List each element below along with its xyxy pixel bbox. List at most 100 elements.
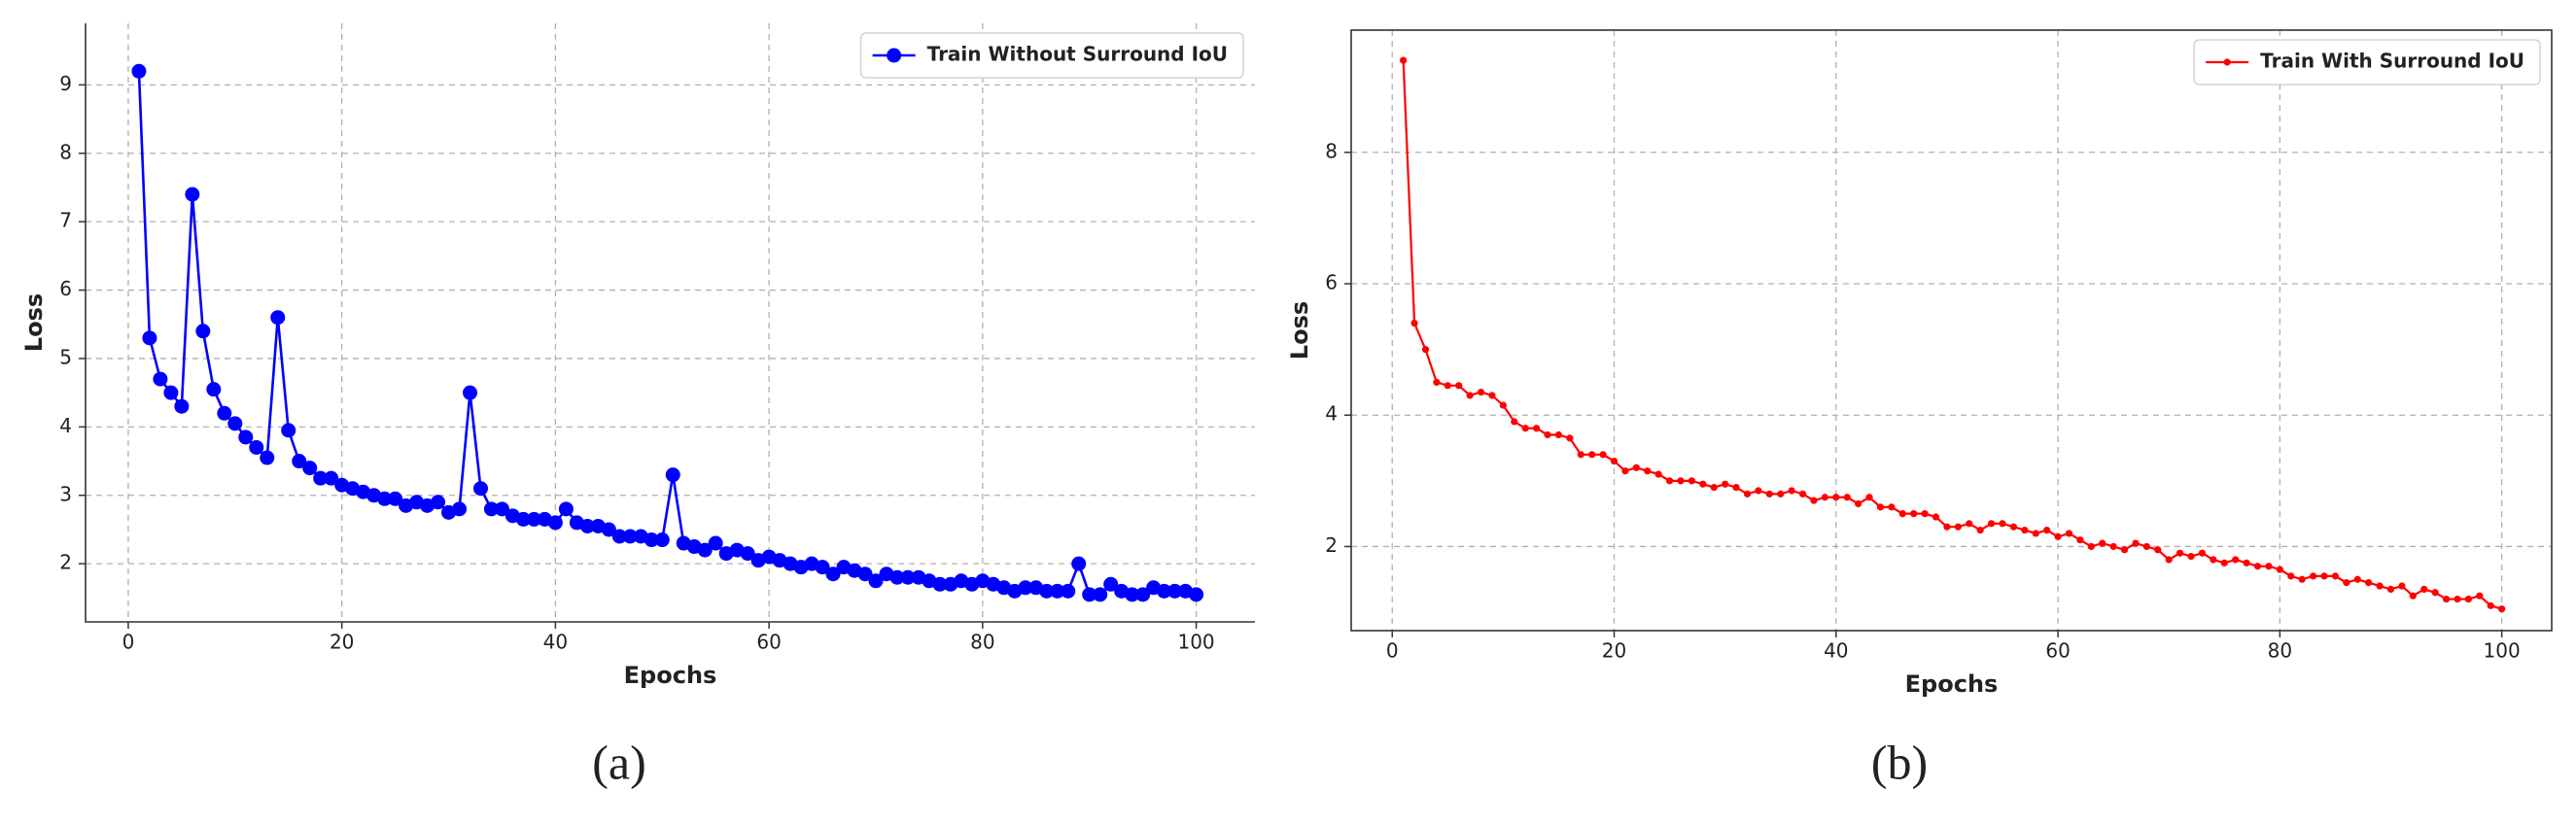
y-tick-label: 2 bbox=[1325, 533, 1338, 557]
y-tick-label: 8 bbox=[59, 140, 72, 163]
point bbox=[1665, 477, 1674, 485]
series-line bbox=[1402, 60, 2502, 610]
point bbox=[142, 330, 157, 346]
point bbox=[1688, 477, 1696, 485]
point bbox=[740, 546, 755, 562]
x-tick-label: 20 bbox=[1602, 639, 1626, 663]
y-tick-label: 9 bbox=[59, 72, 72, 95]
point bbox=[2464, 595, 2472, 603]
point bbox=[1888, 503, 1896, 511]
x-tick-label: 40 bbox=[1824, 639, 1848, 663]
point bbox=[815, 560, 830, 575]
point bbox=[697, 542, 713, 558]
point bbox=[1755, 487, 1762, 495]
point bbox=[601, 522, 616, 537]
x-tick-label: 100 bbox=[2484, 639, 2521, 663]
point bbox=[2065, 530, 2073, 537]
point bbox=[238, 429, 254, 445]
point bbox=[622, 529, 638, 544]
point bbox=[388, 491, 403, 506]
point bbox=[2021, 526, 2029, 534]
point bbox=[2253, 563, 2262, 570]
point bbox=[1189, 587, 1204, 602]
point bbox=[1488, 392, 1496, 399]
point bbox=[1677, 477, 1685, 485]
point bbox=[2343, 579, 2350, 587]
point bbox=[1599, 451, 1607, 459]
point bbox=[900, 569, 916, 585]
x-tick-label: 0 bbox=[122, 631, 135, 654]
point bbox=[644, 532, 659, 548]
point bbox=[1798, 490, 1807, 498]
y-tick-label: 5 bbox=[59, 345, 72, 368]
point bbox=[2232, 556, 2240, 564]
point bbox=[654, 532, 670, 548]
point bbox=[292, 454, 307, 469]
point bbox=[1499, 401, 1507, 409]
y-tick-label: 4 bbox=[1325, 402, 1338, 426]
point bbox=[1167, 583, 1183, 599]
point bbox=[1039, 583, 1055, 599]
point bbox=[452, 501, 468, 517]
point bbox=[1898, 510, 1906, 518]
point bbox=[2176, 549, 2184, 557]
point bbox=[1566, 434, 1574, 442]
point bbox=[195, 324, 211, 339]
point bbox=[1987, 520, 1996, 528]
point bbox=[1466, 392, 1474, 399]
plot-frame bbox=[1350, 29, 2553, 632]
y-tick-label: 6 bbox=[59, 277, 72, 300]
point bbox=[1632, 464, 1640, 471]
legend-box bbox=[859, 32, 1244, 79]
point bbox=[1999, 520, 2006, 528]
point bbox=[494, 501, 509, 517]
point bbox=[665, 467, 680, 483]
point bbox=[1421, 346, 1430, 354]
point bbox=[2210, 556, 2217, 564]
point bbox=[1722, 480, 1729, 488]
y-axis-label: Loss bbox=[20, 293, 48, 352]
point bbox=[1433, 378, 1441, 387]
point bbox=[1125, 587, 1140, 602]
point bbox=[2076, 536, 2084, 544]
point bbox=[1577, 451, 1584, 459]
point bbox=[2454, 595, 2461, 603]
point bbox=[431, 495, 446, 510]
y-tick-label: 7 bbox=[59, 209, 72, 232]
point bbox=[2353, 575, 2361, 583]
point bbox=[2165, 556, 2173, 564]
y-axis-label: Loss bbox=[1286, 301, 1313, 360]
point bbox=[1554, 430, 1563, 439]
point bbox=[185, 187, 200, 202]
y-tick-label: 4 bbox=[59, 414, 72, 437]
point bbox=[1533, 425, 1541, 432]
y-tick-label: 2 bbox=[59, 551, 72, 574]
point bbox=[1071, 556, 1087, 571]
point bbox=[1743, 490, 1752, 498]
point bbox=[1832, 494, 1840, 501]
point bbox=[1921, 510, 1929, 518]
x-tick-label: 100 bbox=[1177, 631, 1214, 654]
point bbox=[483, 501, 499, 517]
point bbox=[2276, 566, 2283, 573]
x-axis-label: Epochs bbox=[624, 662, 717, 689]
point bbox=[131, 63, 147, 79]
point bbox=[2331, 572, 2340, 580]
point bbox=[857, 566, 873, 582]
point bbox=[1943, 523, 1951, 531]
point bbox=[2099, 539, 2106, 547]
legend-marker bbox=[887, 48, 902, 63]
point bbox=[2054, 532, 2062, 540]
point bbox=[206, 382, 222, 397]
point bbox=[1644, 467, 1652, 475]
x-axis-label: Epochs bbox=[1905, 670, 1999, 698]
point bbox=[1455, 382, 1463, 390]
legend-marker bbox=[2223, 58, 2231, 66]
point bbox=[1018, 580, 1033, 596]
point bbox=[1732, 483, 1740, 492]
point bbox=[579, 518, 595, 533]
legend-label: Train Without Surround IoU bbox=[927, 43, 1228, 66]
point bbox=[708, 535, 723, 551]
point bbox=[1810, 497, 1818, 504]
point bbox=[2287, 572, 2295, 580]
